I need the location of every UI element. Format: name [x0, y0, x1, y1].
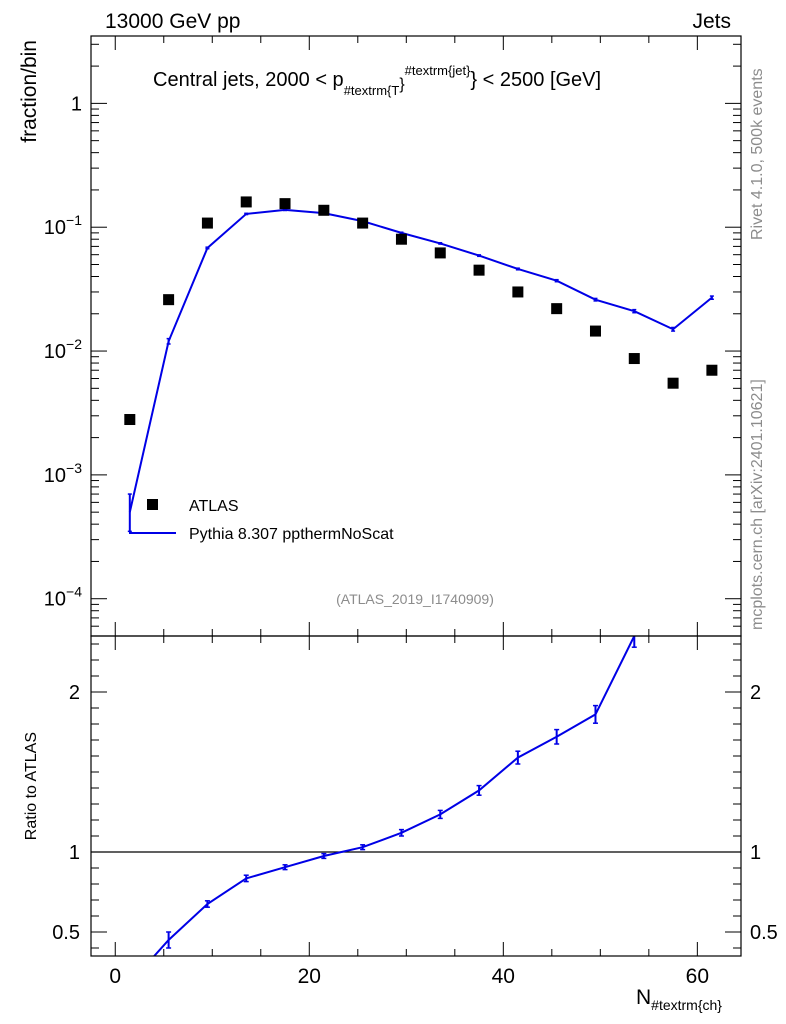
title-brace: }: [399, 76, 405, 93]
ratio-frame: [90, 635, 742, 957]
ratio-y-tick-label: 0.5: [52, 922, 80, 944]
atlas-point: [628, 353, 640, 365]
x-axis-title-sub: #textrm{ch}: [651, 997, 722, 1013]
atlas-point: [357, 217, 369, 229]
legend-atlas-label: ATLAS: [189, 498, 239, 515]
atlas-point: [706, 364, 718, 376]
y-tick-label: 10−1: [44, 212, 82, 239]
ratio-ylabel: Ratio to ATLAS: [23, 732, 40, 840]
legend-atlas-marker: [147, 499, 158, 510]
atlas-point: [589, 325, 601, 337]
y-tick-label: 10−3: [44, 460, 82, 487]
atlas-point: [551, 303, 563, 315]
ratio-y-tick-label-right: 0.5: [750, 922, 778, 944]
ratio-series: [152, 636, 637, 956]
atlas-point: [124, 414, 136, 426]
header-left: 13000 GeV pp: [105, 10, 240, 33]
y-tick-label: 10−2: [44, 336, 82, 363]
legend: ATLAS Pythia 8.307 ppthermNoScat: [129, 498, 394, 543]
y-tick-label: 10−4: [44, 584, 82, 611]
atlas-point: [395, 233, 407, 245]
title-part-b: } < 2500 [GeV]: [470, 69, 601, 91]
atlas-point: [201, 217, 213, 229]
rivet-label: Rivet 4.1.0, 500k events: [749, 68, 766, 240]
atlas-point: [512, 286, 524, 298]
x-tick-label: 40: [492, 965, 515, 988]
atlas-point: [163, 294, 175, 306]
x-axis-title: N#textrm{ch}: [636, 986, 722, 1013]
pythia-line: [128, 208, 713, 513]
atlas-point: [240, 196, 252, 208]
ratio-y-tick-label: 1: [69, 842, 80, 864]
x-tick-label: 0: [109, 965, 121, 988]
analysis-watermark: (ATLAS_2019_I1740909): [336, 591, 494, 607]
ratio-y-tick-label: 2: [69, 682, 80, 704]
x-tick-label: 60: [686, 965, 709, 988]
atlas-point: [667, 377, 679, 389]
header-right: Jets: [692, 10, 731, 33]
main-title: Central jets, 2000 < p#textrm{T}#textrm{…: [153, 63, 601, 98]
main-axis-ticks: 1 10−1 10−2 10−3 10−4: [44, 36, 741, 956]
legend-pythia-label: Pythia 8.307 ppthermNoScat: [189, 526, 394, 543]
y-tick-label: 1: [71, 93, 82, 115]
ratio-y-tick-label-right: 2: [750, 682, 761, 704]
mcplots-label: mcplots.cern.ch [arXiv:2401.10621]: [749, 379, 766, 630]
title-part-a: Central jets, 2000 < p: [153, 69, 344, 91]
ratio-y-tick-label-right: 1: [750, 842, 761, 864]
atlas-point: [318, 204, 330, 216]
x-axis-title-base: N: [636, 986, 651, 1009]
atlas-point: [473, 264, 485, 276]
title-sup: #textrm{jet}: [405, 63, 471, 78]
ratio-line: [152, 636, 636, 956]
ratio-axis-ticks: 0 20 40 60 0.5 0.5 1 1 2 2: [52, 36, 778, 988]
main-series: [124, 196, 718, 533]
main-ylabel: fraction/bin: [18, 40, 41, 143]
atlas-point: [434, 247, 446, 259]
atlas-point: [279, 198, 291, 210]
title-sub: #textrm{T: [344, 83, 400, 98]
main-frame: [90, 35, 742, 637]
x-tick-label: 20: [298, 965, 321, 988]
